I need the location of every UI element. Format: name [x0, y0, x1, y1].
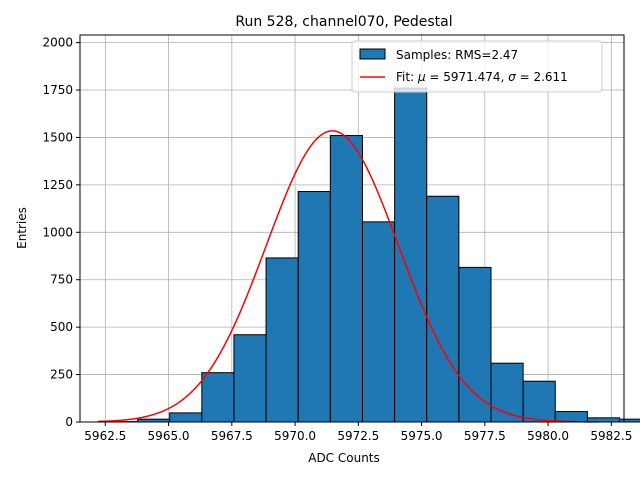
histogram-bar	[394, 87, 428, 423]
histogram-bar	[201, 372, 235, 423]
x-tick-label: 5970.0	[274, 429, 316, 443]
y-tick-label: 500	[50, 320, 73, 334]
histogram-bar	[265, 257, 299, 423]
y-tick-label: 2000	[42, 36, 73, 50]
legend-fit-sigma-value: = 2.611	[516, 70, 568, 84]
histogram-bar	[619, 418, 640, 423]
legend-fit-prefix: Fit:	[396, 70, 418, 84]
histogram-bar	[169, 412, 203, 423]
y-tick-label: 1250	[42, 178, 73, 192]
legend: Samples: RMS=2.47 Fit: μ = 5971.474, σ =…	[351, 40, 603, 93]
legend-fit-mu-value: = 5971.474,	[426, 70, 509, 84]
y-axis-ticks: 0 250 500 750 1000 1250 1500 1750 2000	[42, 36, 80, 429]
x-tick-label: 5980.0	[527, 429, 569, 443]
x-tick-label: 5962.5	[84, 429, 126, 443]
x-tick-label: 5972.5	[337, 429, 379, 443]
legend-samples-label: Samples: RMS=2.47	[396, 48, 518, 62]
legend-fit-label: Fit: μ = 5971.474, σ = 2.611	[396, 70, 568, 84]
x-tick-label: 5982.5	[590, 429, 632, 443]
legend-fit-sigma-symbol: σ	[508, 70, 516, 84]
histogram-bar	[458, 266, 492, 423]
histogram-bar	[426, 195, 460, 423]
y-tick-label: 1750	[42, 83, 73, 97]
histogram-bar	[554, 411, 588, 423]
histogram-bar	[297, 191, 331, 423]
histogram-bars	[104, 87, 640, 423]
legend-box	[351, 40, 603, 93]
x-tick-label: 5965.0	[148, 429, 190, 443]
legend-fit-mu-symbol: μ	[417, 70, 426, 84]
histogram-bar	[361, 221, 396, 423]
chart-title: Run 528, channel070, Pedestal	[235, 14, 452, 30]
y-axis-label: Entries	[15, 207, 29, 249]
y-tick-label: 1500	[42, 130, 73, 144]
legend-samples-swatch	[359, 48, 386, 60]
x-tick-label: 5977.5	[464, 429, 506, 443]
x-axis-ticks: 5962.5 5965.0 5967.5 5970.0 5972.5 5975.0 5977…	[84, 422, 632, 443]
y-tick-label: 250	[50, 368, 73, 382]
fit-curve	[97, 130, 599, 423]
histogram-bar	[233, 334, 267, 423]
plot-frame	[79, 34, 625, 423]
x-tick-label: 5967.5	[211, 429, 253, 443]
y-tick-label: 1000	[42, 225, 73, 239]
x-axis-label: ADC Counts	[308, 451, 380, 465]
y-tick-label: 0	[65, 415, 73, 429]
y-tick-label: 750	[50, 273, 73, 287]
histogram-bar	[329, 135, 363, 423]
histogram-bar	[522, 380, 556, 423]
x-tick-label: 5975.0	[401, 429, 443, 443]
